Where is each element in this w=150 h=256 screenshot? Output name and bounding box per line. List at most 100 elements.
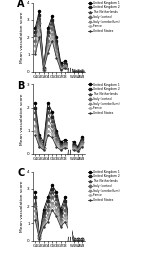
The Netherlands bbox=[39, 236, 40, 239]
United States bbox=[43, 225, 45, 228]
Italy (cortex) bbox=[81, 238, 83, 241]
Italy (cerebellum) bbox=[56, 49, 57, 52]
The Netherlands bbox=[64, 142, 66, 145]
France bbox=[51, 36, 53, 39]
United States bbox=[64, 146, 66, 149]
United Kingdom 2 bbox=[81, 137, 83, 140]
United Kingdom 2 bbox=[64, 199, 66, 202]
United States bbox=[51, 39, 53, 42]
United Kingdom 2 bbox=[56, 39, 57, 42]
United Kingdom 1 bbox=[51, 15, 53, 18]
Legend: United Kingdom 1, United Kingdom 2, The Netherlands, Italy (cortex), Italy (cere: United Kingdom 1, United Kingdom 2, The … bbox=[88, 1, 119, 33]
Italy (cerebellum) bbox=[34, 210, 36, 213]
The Netherlands bbox=[34, 201, 36, 204]
Italy (cortex) bbox=[47, 118, 49, 121]
United Kingdom 1 bbox=[34, 101, 36, 104]
Italy (cortex) bbox=[56, 137, 57, 140]
United States bbox=[73, 70, 74, 73]
Italy (cortex) bbox=[51, 124, 53, 127]
United Kingdom 1 bbox=[56, 36, 57, 39]
United States bbox=[56, 215, 57, 218]
Italy (cerebellum) bbox=[64, 144, 66, 147]
Line: United Kingdom 2: United Kingdom 2 bbox=[34, 14, 83, 72]
Line: Italy (cortex): Italy (cortex) bbox=[34, 22, 83, 72]
Italy (cerebellum) bbox=[81, 143, 83, 146]
The Netherlands bbox=[73, 144, 74, 147]
Line: The Netherlands: The Netherlands bbox=[34, 111, 83, 150]
United Kingdom 1 bbox=[73, 141, 74, 144]
Bar bbox=[68, 84, 72, 154]
United States bbox=[77, 70, 79, 73]
Italy (cerebellum) bbox=[51, 32, 53, 35]
United States bbox=[60, 225, 62, 228]
Italy (cortex) bbox=[47, 208, 49, 211]
United Kingdom 1 bbox=[43, 67, 45, 70]
Italy (cerebellum) bbox=[64, 213, 66, 216]
United Kingdom 2 bbox=[39, 235, 40, 238]
The Netherlands bbox=[77, 147, 79, 151]
The Netherlands bbox=[47, 34, 49, 37]
United Kingdom 2 bbox=[77, 146, 79, 149]
France bbox=[34, 129, 36, 132]
United Kingdom 2 bbox=[60, 143, 62, 146]
Line: United States: United States bbox=[34, 208, 83, 241]
Italy (cerebellum) bbox=[73, 238, 74, 241]
United States bbox=[43, 148, 45, 152]
United Kingdom 2 bbox=[51, 187, 53, 190]
France bbox=[77, 239, 79, 242]
United States bbox=[60, 148, 62, 152]
United Kingdom 2 bbox=[77, 69, 79, 72]
United States bbox=[34, 134, 36, 137]
Line: France: France bbox=[34, 130, 83, 152]
United Kingdom 1 bbox=[64, 60, 66, 63]
United Kingdom 1 bbox=[47, 27, 49, 30]
Italy (cerebellum) bbox=[77, 70, 79, 73]
United States bbox=[51, 208, 53, 211]
United Kingdom 1 bbox=[34, 27, 36, 30]
The Netherlands bbox=[51, 191, 53, 194]
The Netherlands bbox=[81, 238, 83, 241]
France bbox=[56, 211, 57, 215]
France bbox=[64, 67, 66, 70]
The Netherlands bbox=[81, 139, 83, 142]
United Kingdom 1 bbox=[77, 145, 79, 148]
The Netherlands bbox=[56, 42, 57, 46]
Italy (cerebellum) bbox=[51, 201, 53, 204]
Line: United Kingdom 1: United Kingdom 1 bbox=[34, 10, 83, 72]
Italy (cerebellum) bbox=[39, 237, 40, 240]
Line: The Netherlands: The Netherlands bbox=[34, 17, 83, 72]
Bar bbox=[68, 172, 72, 241]
France bbox=[43, 223, 45, 227]
United Kingdom 1 bbox=[51, 184, 53, 187]
France bbox=[34, 49, 36, 52]
Italy (cerebellum) bbox=[47, 44, 49, 47]
Text: C: C bbox=[17, 168, 24, 178]
The Netherlands bbox=[81, 69, 83, 72]
Italy (cortex) bbox=[64, 65, 66, 68]
United Kingdom 1 bbox=[51, 111, 53, 114]
The Netherlands bbox=[60, 215, 62, 218]
Italy (cerebellum) bbox=[77, 148, 79, 152]
United Kingdom 2 bbox=[43, 67, 45, 70]
Italy (cerebellum) bbox=[51, 129, 53, 132]
United States bbox=[34, 218, 36, 221]
France bbox=[43, 68, 45, 71]
France bbox=[77, 149, 79, 152]
Italy (cerebellum) bbox=[43, 147, 45, 151]
Line: Italy (cortex): Italy (cortex) bbox=[34, 118, 83, 151]
United States bbox=[56, 145, 57, 148]
Italy (cortex) bbox=[43, 146, 45, 149]
The Netherlands bbox=[73, 238, 74, 241]
United States bbox=[60, 68, 62, 71]
Italy (cortex) bbox=[60, 218, 62, 221]
United Kingdom 1 bbox=[64, 196, 66, 199]
United Kingdom 2 bbox=[51, 115, 53, 118]
United States bbox=[64, 67, 66, 70]
The Netherlands bbox=[39, 17, 40, 20]
The Netherlands bbox=[56, 134, 57, 137]
The Netherlands bbox=[77, 69, 79, 72]
United Kingdom 2 bbox=[43, 211, 45, 215]
France bbox=[56, 143, 57, 146]
United States bbox=[39, 36, 40, 39]
United Kingdom 1 bbox=[47, 101, 49, 104]
